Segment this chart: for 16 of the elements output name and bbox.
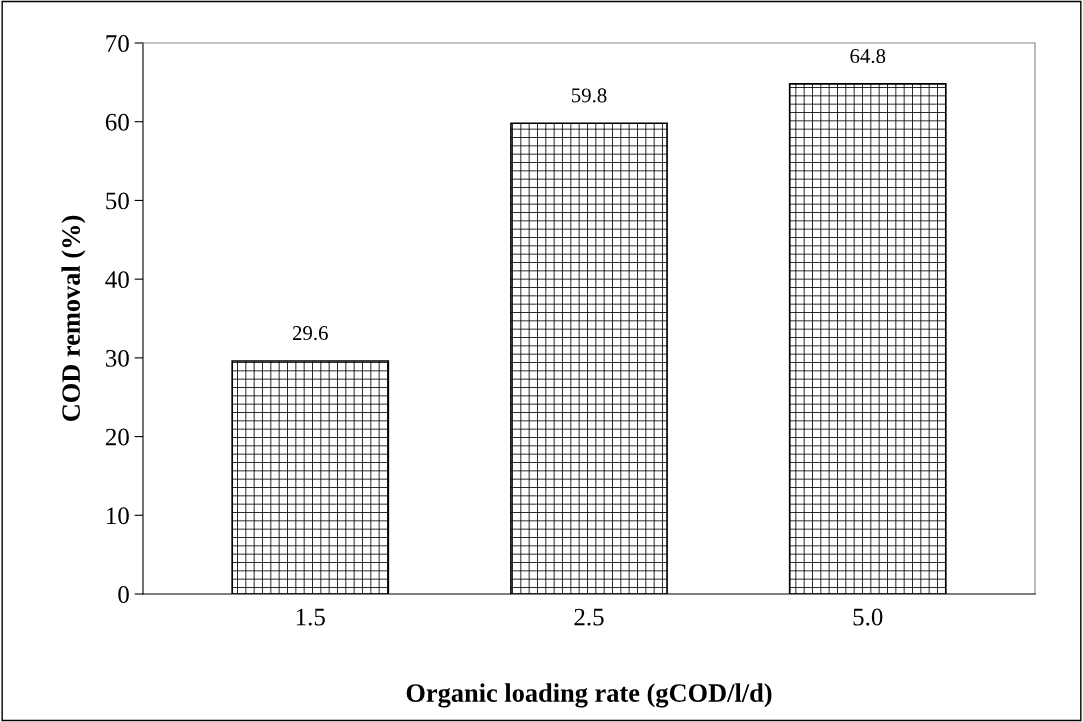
data-label: 64.8 bbox=[850, 48, 886, 64]
y-tick-label: 30 bbox=[106, 349, 129, 367]
y-tick-label: 50 bbox=[106, 192, 129, 210]
y-tick-label: 70 bbox=[106, 35, 129, 52]
y-axis-title: COD removal (%) bbox=[61, 215, 86, 422]
x-tick-label: 2.5 bbox=[574, 608, 604, 626]
x-tick-label: 5.0 bbox=[853, 608, 883, 626]
y-tick-label: 0 bbox=[118, 586, 129, 603]
y-tick-label: 40 bbox=[105, 271, 129, 289]
x-tick-label: 1.5 bbox=[296, 608, 325, 626]
x-axis-title: Organic loading rate (gCOD/l/d) bbox=[406, 683, 772, 708]
data-label: 59.8 bbox=[571, 88, 607, 103]
y-tick-label: 10 bbox=[107, 507, 129, 525]
y-tick-label: 60 bbox=[105, 113, 129, 131]
data-label: 29.6 bbox=[292, 326, 328, 341]
y-tick-label: 20 bbox=[105, 428, 129, 446]
